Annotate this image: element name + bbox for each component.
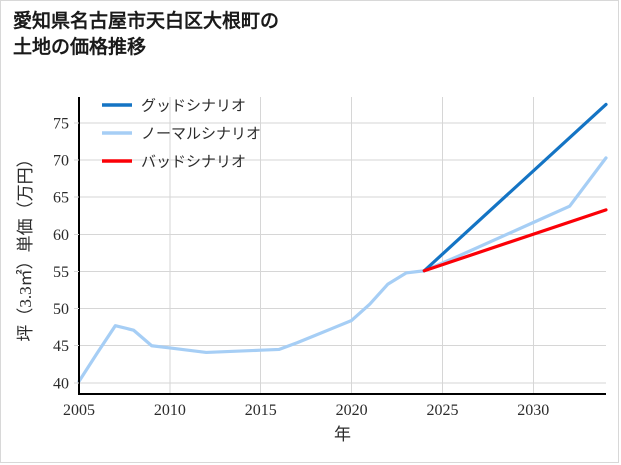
series-グッドシナリオ <box>422 102 608 273</box>
axis-lines <box>78 97 606 395</box>
x-axis-title: 年 <box>334 425 351 444</box>
legend-label: バッドシナリオ <box>141 155 246 171</box>
y-tick-labels: 40 45 50 55 60 65 70 75 <box>53 115 79 392</box>
x-tick-label: 2025 <box>426 402 458 419</box>
y-tick-label: 50 <box>53 301 69 318</box>
y-tick-label: 75 <box>53 115 69 132</box>
x-tick-label: 2005 <box>63 402 95 419</box>
x-tick-label: 2020 <box>336 402 368 419</box>
legend-label: ノーマルシナリオ <box>141 127 261 143</box>
x-tick-labels: 2005 2010 2015 2020 2025 2030 <box>63 402 549 419</box>
y-tick-label: 60 <box>53 227 69 244</box>
y-tick-label: 70 <box>53 153 69 170</box>
y-tick-label: 55 <box>53 264 69 281</box>
x-tick-label: 2030 <box>517 402 549 419</box>
x-tick-label: 2010 <box>154 402 186 419</box>
series-バッドシナリオ <box>422 208 608 273</box>
y-tick-label: 65 <box>53 190 69 207</box>
series-ノーマルシナリオ <box>77 156 608 383</box>
y-tick-label: 40 <box>53 375 69 392</box>
legend-label: グッドシナリオ <box>141 98 246 115</box>
x-tick-label: 2015 <box>245 402 277 419</box>
y-axis-title: 坪（3.3㎡）単価（万円） <box>16 150 35 341</box>
y-tick-label: 45 <box>53 338 69 355</box>
gridlines <box>78 97 606 394</box>
series-lines <box>77 102 608 383</box>
page-title: 愛知県名古屋市天白区大根町の 土地の価格推移 <box>13 11 280 58</box>
